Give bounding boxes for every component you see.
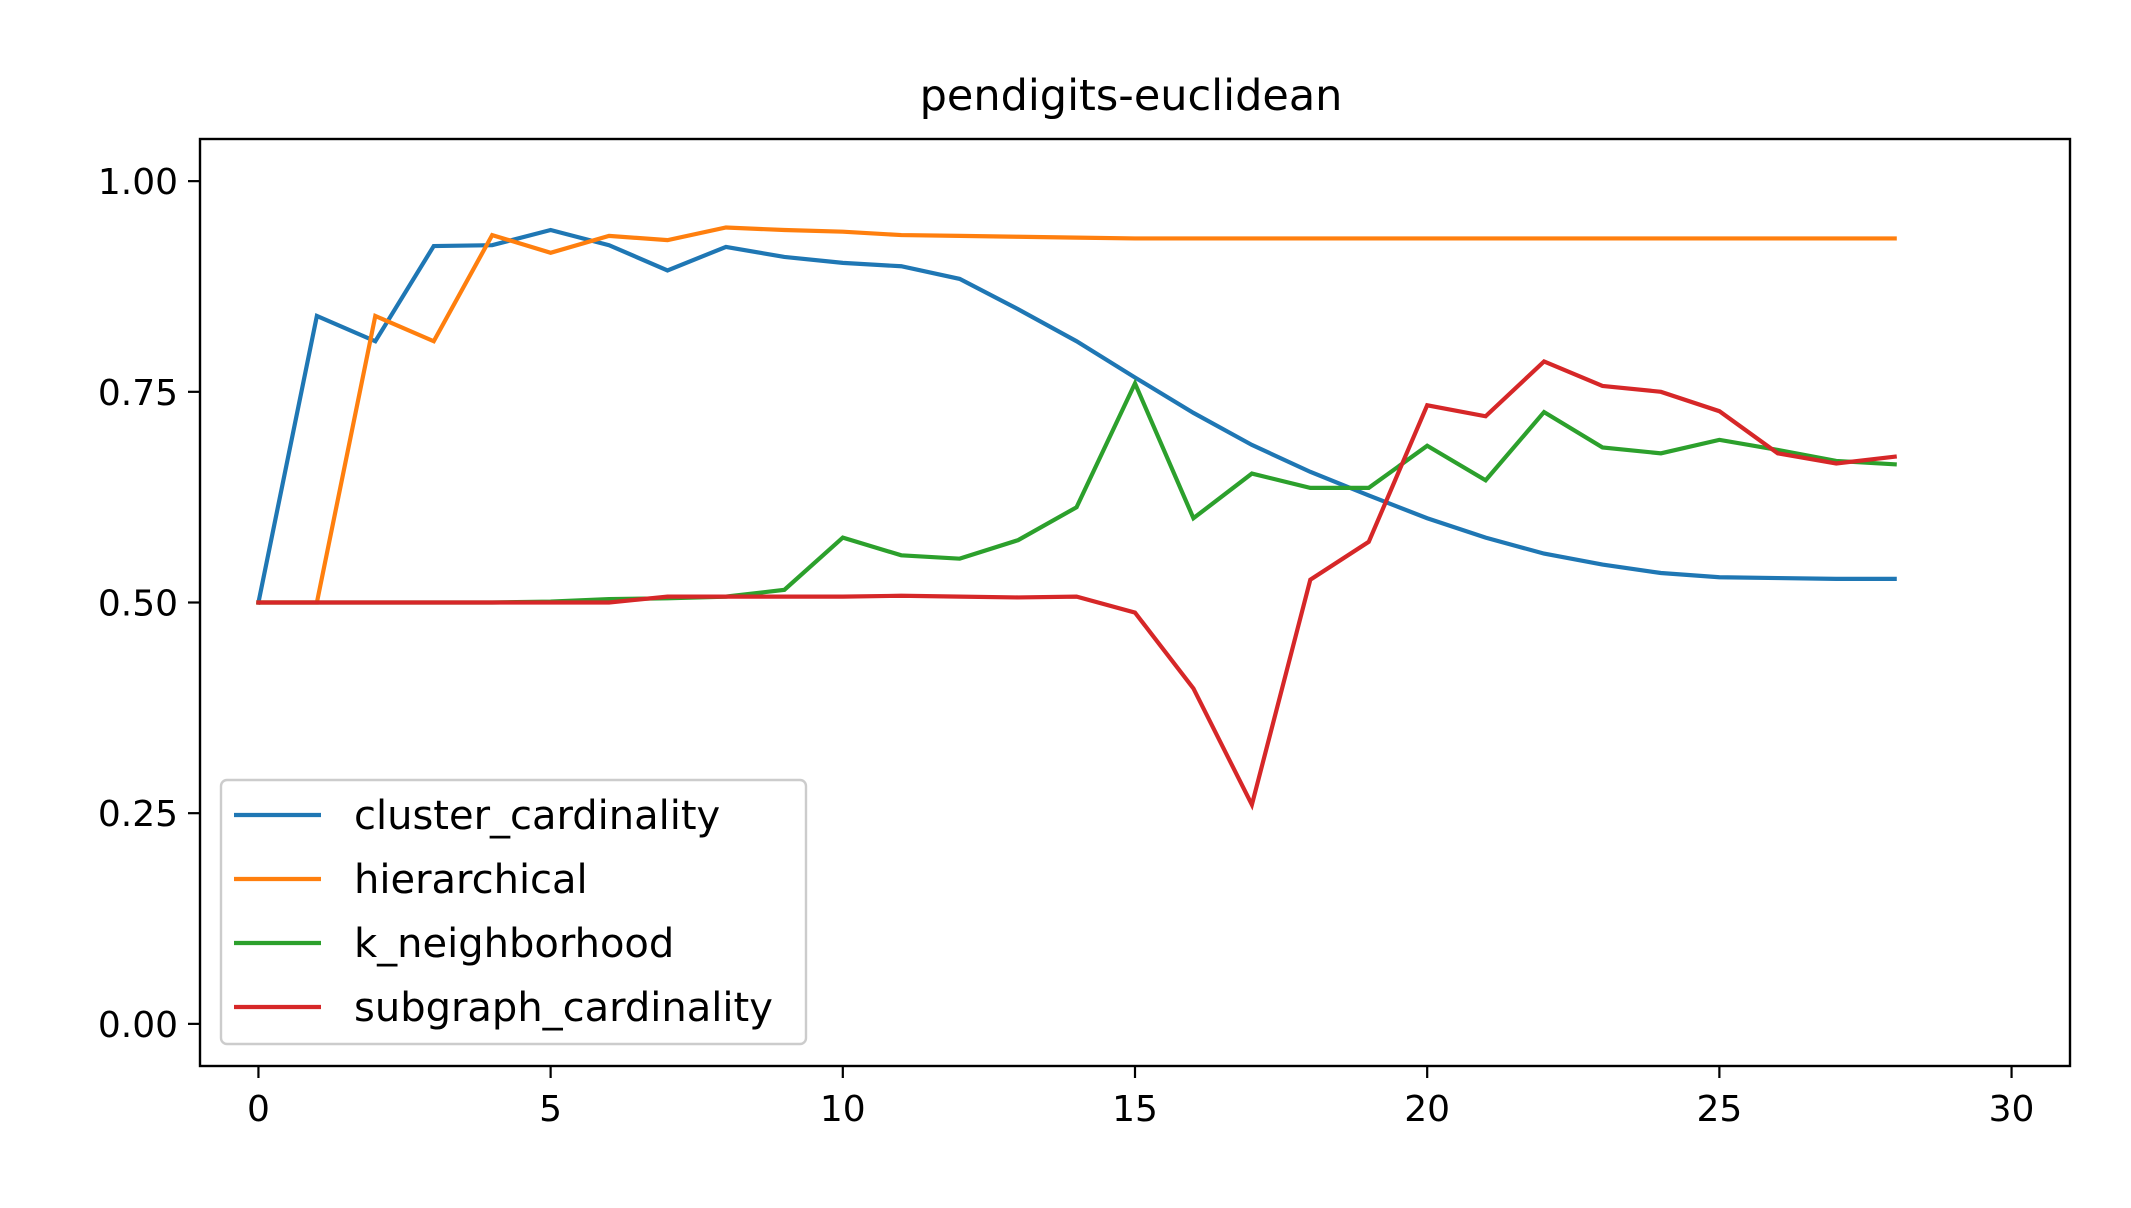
- y-tick-label: 0.75: [98, 373, 178, 414]
- legend-label-cluster_cardinality: cluster_cardinality: [354, 793, 720, 839]
- x-tick-label: 5: [539, 1089, 562, 1130]
- y-tick-label: 0.50: [98, 584, 178, 625]
- legend-label-subgraph_cardinality: subgraph_cardinality: [354, 985, 773, 1031]
- y-tick-label: 1.00: [98, 162, 178, 203]
- series-line-cluster_cardinality: [255, 227, 1897, 605]
- y-tick-label: 0.25: [98, 794, 178, 835]
- legend-label-hierarchical: hierarchical: [354, 857, 588, 903]
- x-tick-label: 20: [1404, 1089, 1450, 1130]
- x-tick-label: 0: [247, 1089, 270, 1130]
- series-layer: [255, 225, 1898, 811]
- legend-label-k_neighborhood: k_neighborhood: [354, 921, 674, 967]
- x-tick-label: 30: [1989, 1089, 2035, 1130]
- y-tick-label: 0.00: [98, 1005, 178, 1046]
- legend-box: [219, 778, 808, 1046]
- legend: cluster_cardinality hierarchical k_neighbo…: [219, 778, 808, 1046]
- x-tick-label: 10: [820, 1089, 866, 1130]
- series-line-hierarchical: [256, 225, 1897, 605]
- x-tick-label: 25: [1696, 1089, 1742, 1130]
- x-tick-label: 15: [1112, 1089, 1158, 1130]
- axes-layer: 0 5 10 15 20 25 30 0.00 0.25 0.50 0.75 1.00: [98, 137, 2072, 1130]
- series-line-subgraph_cardinality: [256, 359, 1898, 811]
- chart-title: pendigits-euclidean: [920, 71, 1343, 121]
